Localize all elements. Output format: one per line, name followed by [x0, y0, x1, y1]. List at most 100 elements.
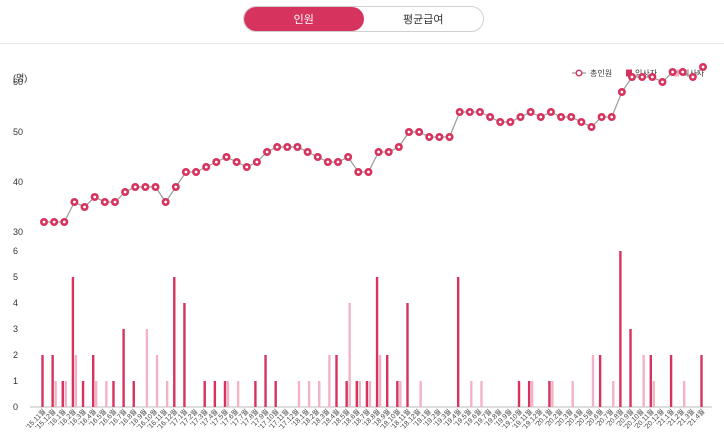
total-point-center	[681, 70, 685, 74]
hire-bar	[223, 381, 227, 407]
total-point-center	[113, 200, 117, 204]
leave-bar	[318, 381, 321, 407]
total-point-center	[498, 120, 502, 124]
hire-bar	[61, 381, 64, 407]
total-point-center	[204, 165, 208, 169]
total-point-center	[661, 80, 664, 84]
hire-bar	[619, 251, 622, 407]
leave-bar	[683, 381, 686, 407]
leave-bar	[480, 381, 483, 407]
total-point-center	[579, 120, 583, 124]
legend-hire-label[interactable]: 입사자	[635, 69, 658, 78]
total-point-center	[184, 170, 188, 174]
leave-bar	[155, 355, 159, 407]
total-point-center	[255, 160, 259, 164]
total-point-center	[143, 185, 147, 189]
total-point-center	[671, 70, 674, 74]
total-point-center	[306, 150, 309, 154]
total-point-center	[336, 160, 340, 164]
line-y-axis: 30 40 50 60	[13, 77, 23, 237]
total-point-center	[367, 170, 370, 174]
hire-bar	[527, 381, 531, 407]
hire-bar	[629, 329, 632, 407]
total-point-center	[346, 155, 350, 159]
hire-bar	[81, 381, 85, 407]
line-series	[40, 63, 707, 226]
y-unit-label: (명)	[13, 73, 27, 83]
total-point-center	[42, 220, 46, 224]
bar-y-tick: 5	[13, 272, 18, 282]
hire-bar	[365, 381, 369, 407]
hire-bar	[456, 277, 460, 407]
leave-bar	[145, 329, 149, 407]
leave-bar	[328, 355, 331, 407]
hire-bar	[122, 329, 125, 407]
leave-bar	[226, 381, 230, 407]
total-point-center	[285, 145, 289, 149]
total-point-center	[73, 200, 76, 204]
hire-bar	[51, 355, 54, 407]
total-point-center	[559, 115, 563, 119]
bar-y-axis: 0 1 2 3 4 5 6	[13, 246, 712, 412]
legend-hire-swatch	[626, 69, 632, 77]
total-point-center	[133, 185, 137, 189]
hire-bar	[335, 355, 338, 407]
total-point-center	[275, 145, 279, 149]
hire-bar	[203, 381, 206, 407]
leave-bar	[236, 381, 240, 407]
hire-bar	[669, 355, 673, 407]
total-point-center	[508, 120, 512, 124]
leave-bar	[419, 381, 422, 407]
bar-y-tick: 4	[13, 298, 18, 308]
tab-headcount[interactable]: 인원	[244, 7, 364, 31]
line-y-tick: 40	[13, 177, 23, 187]
total-point-center	[519, 115, 522, 119]
leave-bar	[612, 381, 615, 407]
hire-bar	[173, 277, 176, 407]
total-point-center	[549, 110, 553, 114]
hire-bar	[406, 303, 409, 407]
hire-bar	[355, 381, 358, 407]
total-point-center	[52, 220, 56, 224]
total-point-center	[387, 150, 391, 154]
leave-bar	[530, 381, 534, 407]
leave-bar	[591, 355, 595, 407]
hire-bar	[71, 277, 75, 407]
total-point-center	[620, 90, 624, 94]
hire-bar	[213, 381, 217, 407]
hire-bar	[345, 381, 348, 407]
total-point-center	[316, 155, 320, 159]
hire-bar	[274, 381, 277, 407]
total-point-center	[235, 160, 239, 164]
legend-total-marker	[575, 69, 583, 77]
leave-bar	[368, 381, 372, 407]
total-point-center	[265, 150, 269, 154]
line-y-tick: 30	[13, 227, 23, 237]
total-point-center	[610, 115, 614, 119]
line-y-tick: 60	[13, 77, 23, 87]
total-point-center	[458, 110, 462, 114]
legend-total-label[interactable]: 총인원	[590, 68, 612, 78]
leave-bar	[348, 303, 351, 407]
tab-average-salary[interactable]: 평균급여	[403, 14, 444, 26]
total-point-center	[194, 170, 198, 174]
total-point-center	[326, 160, 330, 164]
total-point-center	[529, 110, 533, 114]
leave-bar	[642, 355, 645, 407]
total-point-center	[650, 75, 654, 79]
total-point-center	[438, 135, 441, 139]
bar-series	[41, 251, 703, 407]
header-divider	[0, 43, 724, 44]
line-y-tick: 50	[13, 127, 23, 137]
leave-bar	[652, 381, 656, 407]
hire-bar	[517, 381, 521, 407]
hire-bar	[132, 381, 135, 407]
hire-bar	[112, 381, 115, 407]
total-point-center	[154, 185, 157, 189]
bar-y-tick: 6	[13, 246, 18, 256]
leave-bar	[470, 381, 473, 407]
bar-y-tick: 0	[13, 402, 18, 412]
total-point-center	[468, 110, 472, 114]
total-point-center	[478, 110, 482, 114]
hire-bar	[183, 303, 186, 407]
